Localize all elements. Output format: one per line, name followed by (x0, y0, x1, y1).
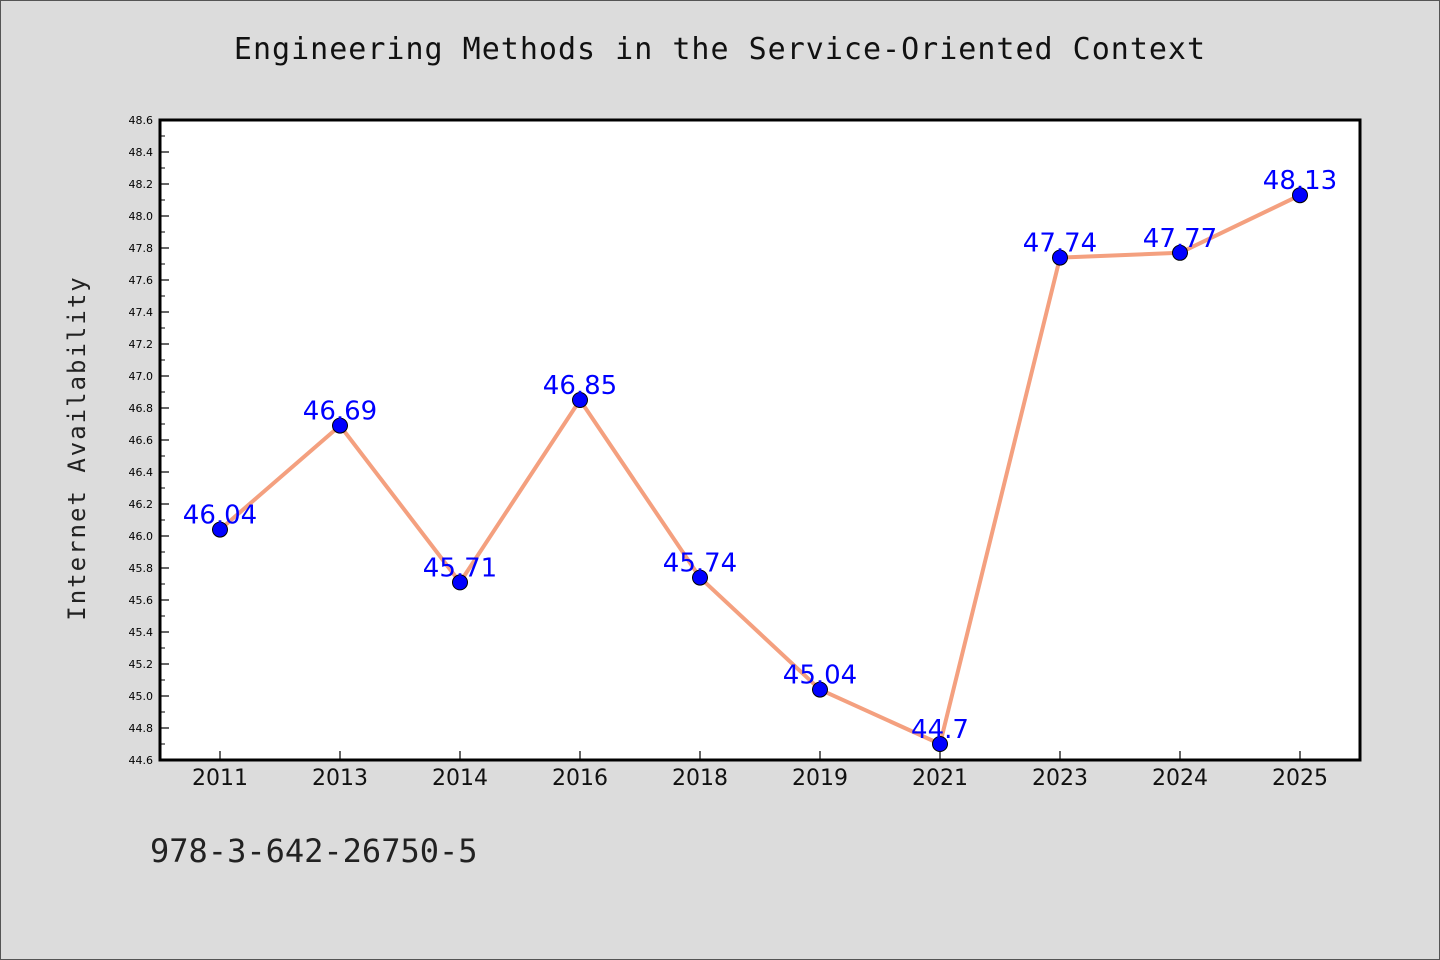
data-label: 47.77 (1143, 224, 1217, 254)
y-tick-label: 45.2 (129, 658, 154, 671)
y-tick-label: 46.8 (129, 402, 154, 415)
x-tick-label: 2021 (912, 766, 968, 791)
data-label: 46.69 (303, 397, 377, 427)
data-point-marker (212, 521, 228, 538)
y-tick-label: 45.4 (129, 626, 154, 639)
data-markers (212, 187, 1308, 752)
data-point-marker (452, 574, 468, 591)
plot-area (158, 118, 1362, 762)
data-label: 45.71 (423, 553, 497, 583)
y-tick-label: 48.0 (129, 210, 154, 223)
y-tick-label: 47.0 (129, 370, 154, 383)
data-point-marker (692, 569, 708, 586)
x-tick-label: 2014 (432, 766, 488, 791)
y-tick-label: 48.4 (129, 146, 154, 159)
data-label: 46.85 (543, 371, 617, 401)
y-tick-label: 47.6 (129, 274, 154, 287)
data-label: 45.04 (783, 661, 857, 691)
y-tick-label: 45.0 (129, 690, 154, 703)
y-tick-label: 47.4 (129, 306, 154, 319)
chart-title: Engineering Methods in the Service-Orien… (233, 32, 1207, 67)
data-point-marker (812, 681, 828, 698)
y-tick-label: 48.6 (129, 114, 154, 127)
y-tick-label: 46.6 (129, 434, 154, 447)
data-label: 45.74 (663, 549, 737, 579)
data-label: 44.7 (911, 715, 969, 745)
data-point-marker (572, 392, 588, 408)
data-point-marker (332, 417, 348, 434)
x-tick-label: 2025 (1272, 766, 1328, 791)
y-tick-label: 46.0 (129, 530, 154, 543)
x-tick-label: 2018 (672, 766, 728, 791)
data-labels: 46.04 46.69 45.71 46.85 45.74 45.04 44.7 47.74 4… (183, 166, 1337, 745)
y-tick-label: 47.2 (129, 338, 154, 351)
data-point-marker (932, 736, 948, 752)
data-label: 48.13 (1263, 166, 1337, 196)
data-point-marker (1172, 244, 1188, 261)
y-tick-label: 48.2 (129, 178, 154, 191)
data-point-marker (1052, 249, 1068, 266)
x-axis: 2011 2013 2014 2016 2018 2019 2021 2023 2024 2025 (192, 751, 1328, 791)
x-tick-label: 2023 (1032, 766, 1088, 791)
data-label: 47.74 (1023, 229, 1097, 259)
y-tick-label: 45.8 (129, 562, 154, 575)
footer-isbn-text: 978-3-642-26750-5 (150, 832, 478, 870)
y-axis: 44.6 44.8 45.0 45.2 45.4 45.6 45.8 46.0 46.2 46.4… (129, 114, 169, 767)
x-tick-label: 2011 (192, 766, 248, 791)
x-tick-label: 2016 (552, 766, 608, 791)
series-line (218, 193, 1301, 746)
y-tick-label: 47.8 (129, 242, 154, 255)
x-tick-label: 2019 (792, 766, 848, 791)
y-tick-label: 44.6 (129, 754, 154, 767)
x-tick-label: 2024 (1152, 766, 1208, 791)
y-tick-label: 45.6 (129, 594, 154, 607)
data-point-marker (1292, 187, 1308, 204)
data-label: 46.04 (183, 501, 257, 531)
y-tick-label: 46.4 (129, 466, 154, 479)
y-tick-label: 46.2 (129, 498, 154, 511)
x-tick-label: 2013 (312, 766, 368, 791)
y-tick-label: 44.8 (129, 722, 154, 735)
